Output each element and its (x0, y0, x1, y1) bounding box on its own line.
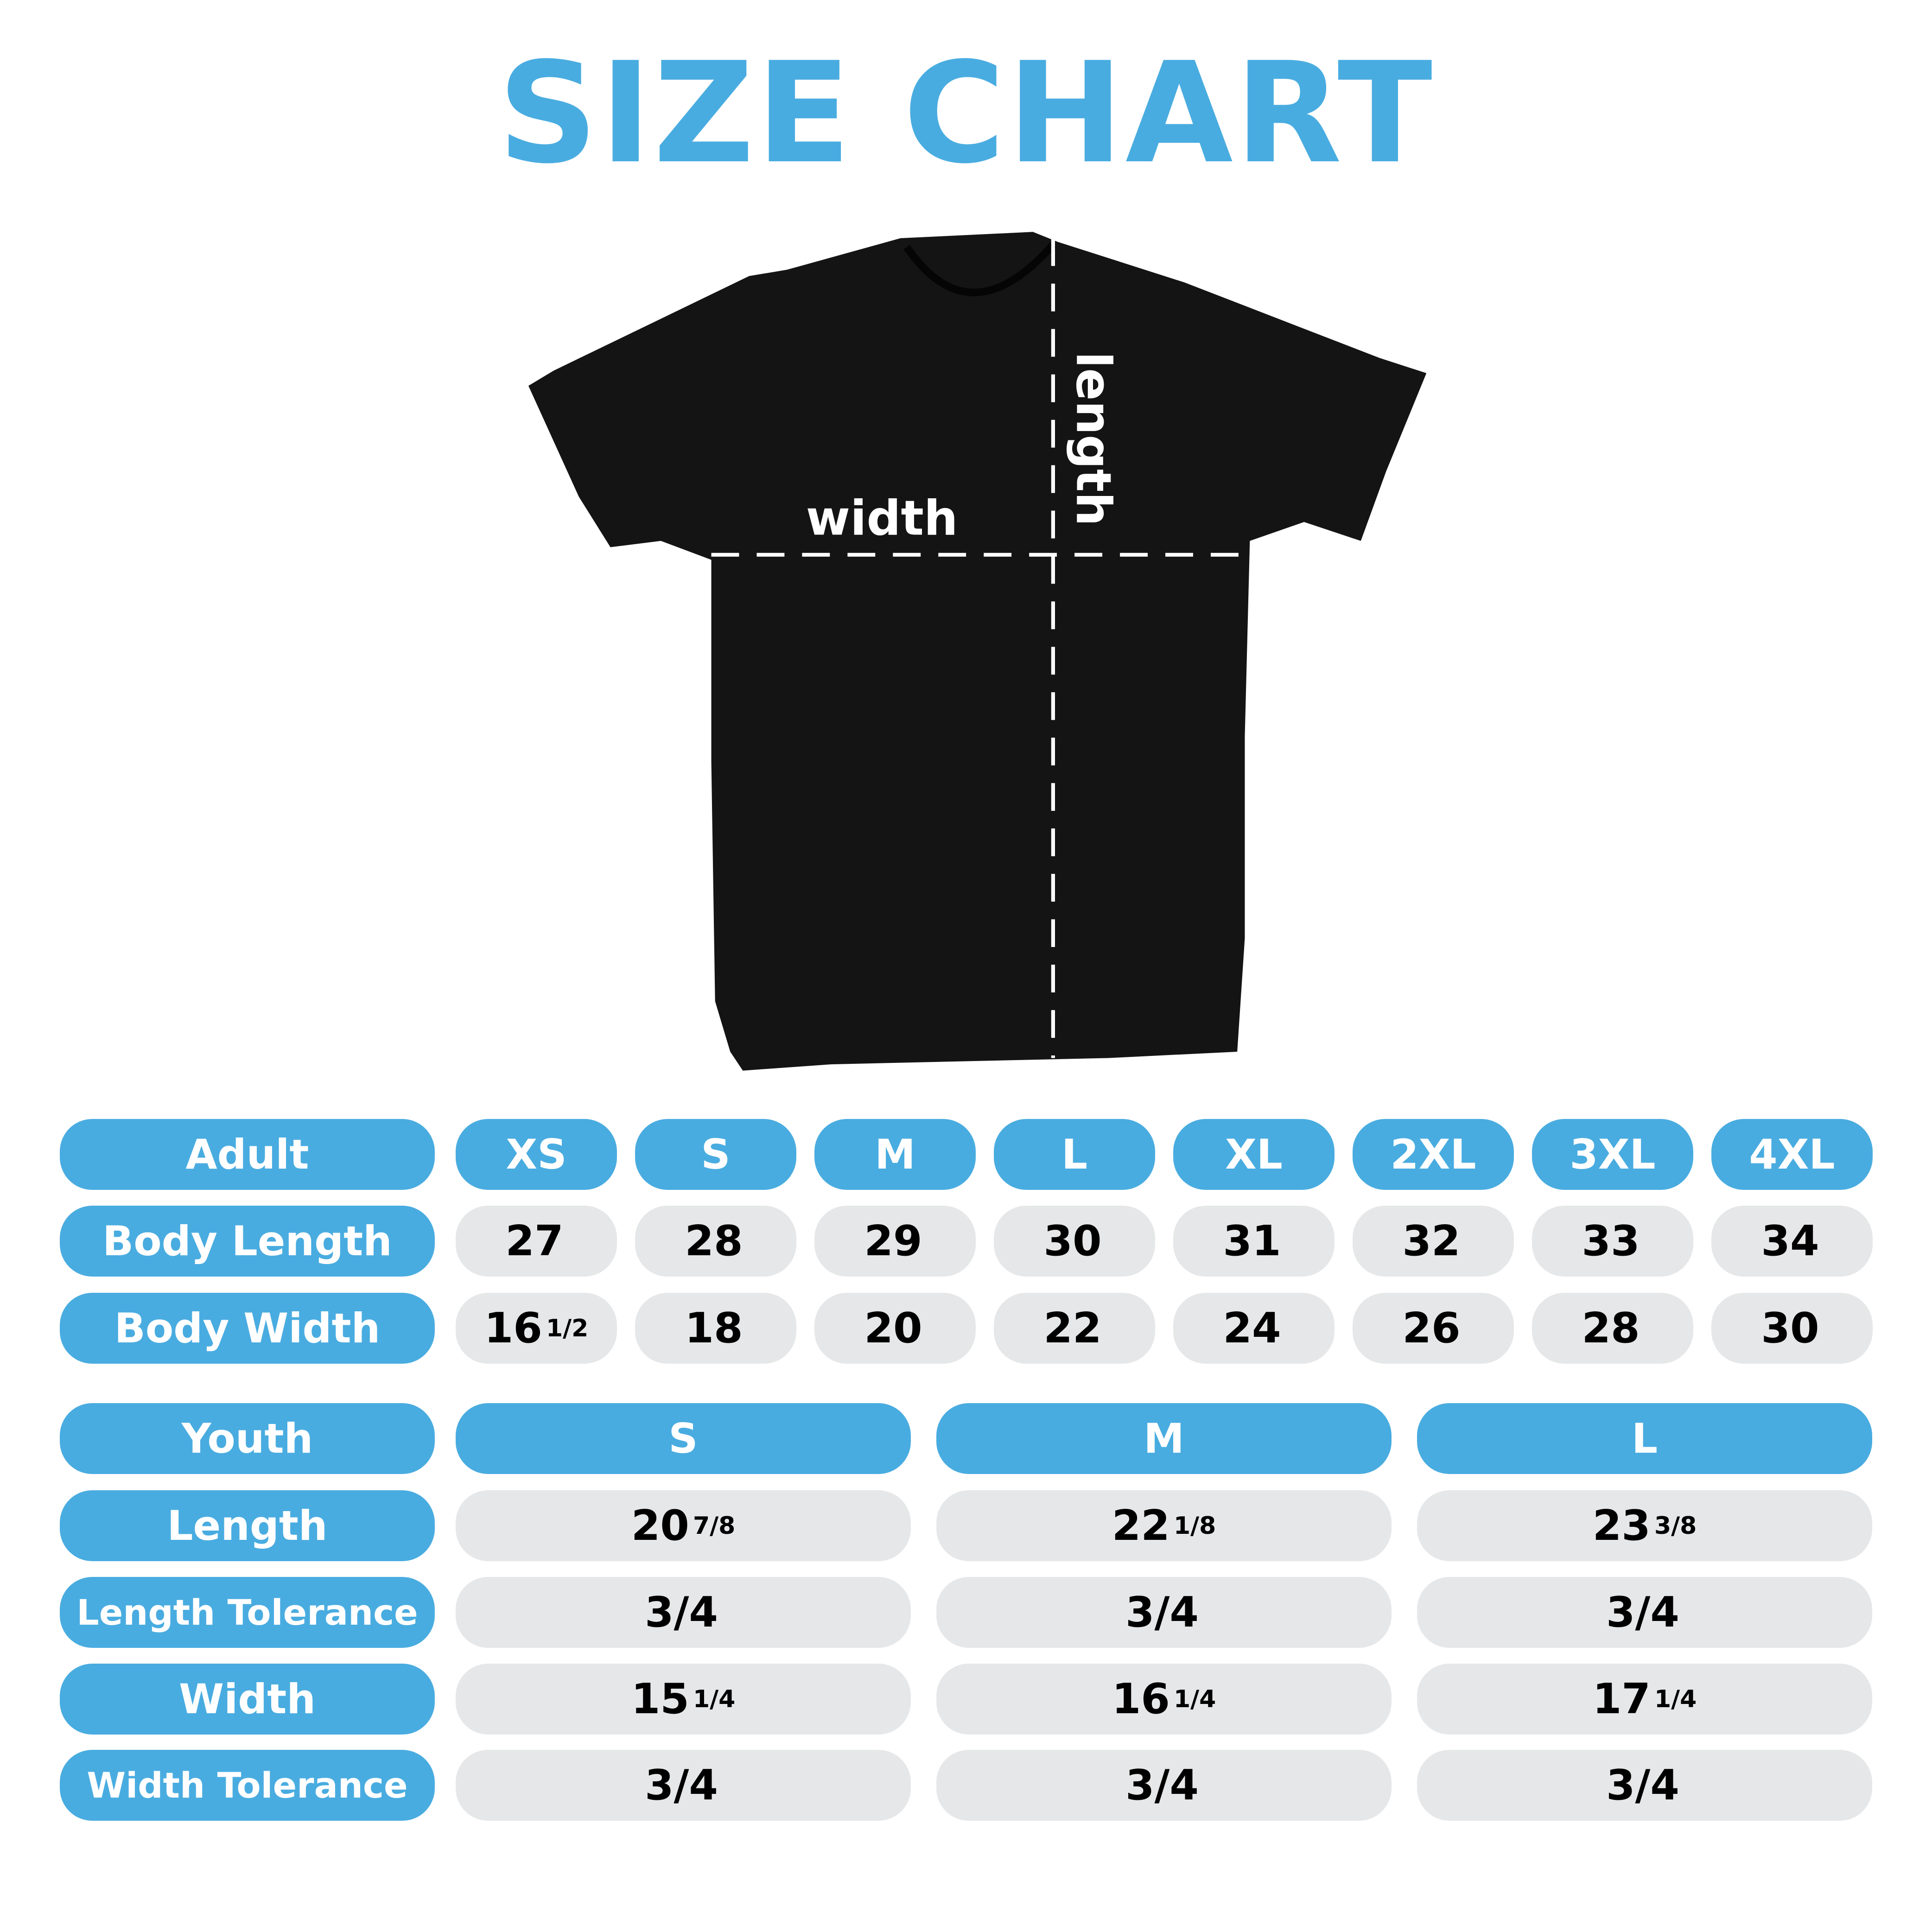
value-whole: 18 (685, 1304, 743, 1353)
tshirt-shape (528, 232, 1427, 1071)
row-label: Body Length (60, 1206, 435, 1277)
value-cell: 22 1/8 (936, 1490, 1392, 1561)
value-fraction: 1/2 (546, 1314, 589, 1342)
adult-size-header: XS (456, 1119, 617, 1190)
row-label: Length (60, 1490, 435, 1561)
value-cell: 3/4 (936, 1577, 1392, 1648)
row-label: Length Tolerance (60, 1577, 435, 1648)
row-label: Width Tolerance (60, 1750, 435, 1821)
value-whole: 33 (1582, 1217, 1640, 1265)
value-cell: 30 (1711, 1293, 1873, 1364)
adult-size-header: S (635, 1119, 796, 1190)
value-whole: 15 (631, 1675, 689, 1723)
value-cell: 33 (1532, 1206, 1693, 1277)
value-cell: 3/4 (936, 1750, 1392, 1821)
adult-size-header: L (994, 1119, 1155, 1190)
value-cell: 24 (1173, 1293, 1335, 1364)
value-whole: 3/4 (644, 1588, 718, 1637)
value-whole: 27 (505, 1217, 564, 1265)
value-whole: 26 (1402, 1304, 1461, 1353)
adult-size-header: M (814, 1119, 976, 1190)
value-cell: 32 (1353, 1206, 1514, 1277)
adult-size-header: 3XL (1532, 1119, 1693, 1190)
value-whole: 30 (1761, 1304, 1819, 1353)
value-whole: 29 (864, 1217, 922, 1265)
value-cell: 22 (994, 1293, 1155, 1364)
value-whole: 16 (1112, 1675, 1170, 1723)
youth-size-header: S (456, 1403, 911, 1474)
value-cell: 30 (994, 1206, 1155, 1277)
page-title: SIZE CHART (497, 32, 1435, 194)
value-cell: 20 7/8 (456, 1490, 911, 1561)
adult-size-header: 2XL (1353, 1119, 1514, 1190)
value-whole: 22 (1112, 1501, 1170, 1550)
value-whole: 3/4 (644, 1761, 718, 1810)
length-label: length (1066, 352, 1121, 526)
value-whole: 20 (631, 1501, 689, 1550)
value-whole: 28 (1582, 1304, 1640, 1353)
value-cell: 31 (1173, 1206, 1335, 1277)
value-fraction: 1/4 (693, 1685, 736, 1713)
value-cell: 20 (814, 1293, 976, 1364)
value-cell: 18 (635, 1293, 796, 1364)
value-cell: 16 1/2 (456, 1293, 617, 1364)
value-whole: 32 (1402, 1217, 1461, 1265)
value-fraction: 1/4 (1654, 1685, 1697, 1713)
adult-header: Adult (60, 1119, 435, 1190)
value-whole: 3/4 (1125, 1588, 1199, 1637)
value-whole: 24 (1223, 1304, 1281, 1353)
value-cell: 26 (1353, 1293, 1514, 1364)
value-whole: 34 (1761, 1217, 1819, 1265)
value-cell: 3/4 (456, 1750, 911, 1821)
youth-size-header: L (1417, 1403, 1872, 1474)
value-cell: 29 (814, 1206, 976, 1277)
value-fraction: 7/8 (693, 1512, 736, 1540)
value-whole: 28 (685, 1217, 743, 1265)
value-cell: 34 (1711, 1206, 1873, 1277)
adult-size-header: 4XL (1711, 1119, 1873, 1190)
value-cell: 15 1/4 (456, 1664, 911, 1735)
value-cell: 16 1/4 (936, 1664, 1392, 1735)
value-cell: 3/4 (1417, 1750, 1872, 1821)
value-fraction: 1/4 (1173, 1685, 1216, 1713)
value-whole: 16 (484, 1304, 542, 1353)
value-cell: 3/4 (1417, 1577, 1872, 1648)
value-cell: 17 1/4 (1417, 1664, 1872, 1735)
value-cell: 28 (635, 1206, 796, 1277)
value-cell: 27 (456, 1206, 617, 1277)
value-cell: 3/4 (456, 1577, 911, 1648)
value-whole: 3/4 (1125, 1761, 1199, 1810)
value-cell: 23 3/8 (1417, 1490, 1872, 1561)
row-label: Width (60, 1664, 435, 1735)
value-fraction: 3/8 (1654, 1512, 1697, 1540)
value-whole: 31 (1223, 1217, 1281, 1265)
value-whole: 23 (1592, 1501, 1651, 1550)
value-fraction: 1/8 (1173, 1512, 1216, 1540)
neckline (903, 242, 1056, 297)
value-whole: 22 (1043, 1304, 1102, 1353)
value-cell: 28 (1532, 1293, 1693, 1364)
value-whole: 3/4 (1606, 1761, 1680, 1810)
youth-size-header: M (936, 1403, 1392, 1474)
value-whole: 20 (864, 1304, 922, 1353)
value-whole: 30 (1043, 1217, 1102, 1265)
value-whole: 17 (1592, 1675, 1651, 1723)
tshirt-illustration: width length (528, 232, 1427, 1071)
width-label: width (806, 490, 958, 546)
row-label: Body Width (60, 1293, 435, 1364)
adult-size-header: XL (1173, 1119, 1335, 1190)
value-whole: 3/4 (1606, 1588, 1680, 1637)
youth-header: Youth (60, 1403, 435, 1474)
